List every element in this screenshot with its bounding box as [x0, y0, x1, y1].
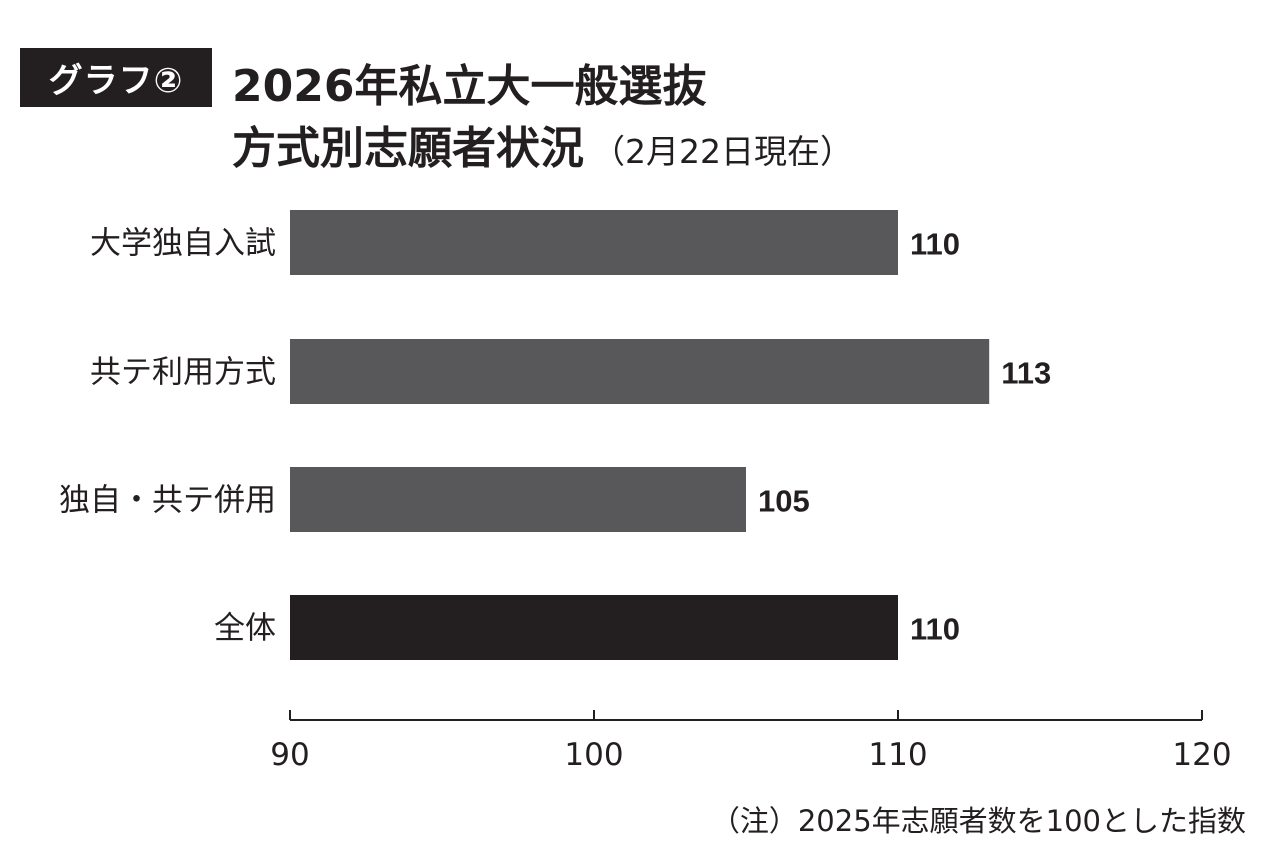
- chart-title: 2026年私立大一般選抜: [232, 61, 707, 112]
- chart-badge: グラフ②: [20, 48, 212, 107]
- category-label: 大学独自入試: [90, 226, 276, 262]
- chart-note: （注）2025年志願者数を100とした指数: [710, 804, 1246, 838]
- chart-subtitle: （2月22日現在）: [592, 132, 853, 171]
- x-tick-label: 90: [270, 737, 309, 773]
- x-tick-label: 110: [868, 737, 927, 773]
- value-label: 110: [910, 612, 960, 647]
- chart-title-second-line: 方式別志願者状況: [232, 123, 584, 174]
- value-label: 110: [910, 227, 960, 262]
- value-label: 113: [1001, 356, 1051, 391]
- x-tick-label: 100: [564, 737, 623, 773]
- chart-title-line2: 方式別志願者状況 （2月22日現在）: [232, 112, 853, 176]
- bar: [290, 210, 898, 275]
- category-label: 共テ利用方式: [90, 355, 276, 391]
- category-label: 全体: [214, 611, 276, 647]
- x-tick-label: 120: [1172, 737, 1231, 773]
- bar: [290, 595, 898, 660]
- category-label: 独自・共テ併用: [59, 483, 276, 519]
- value-label: 105: [758, 484, 810, 519]
- bar: [290, 339, 990, 404]
- bar: [290, 467, 746, 532]
